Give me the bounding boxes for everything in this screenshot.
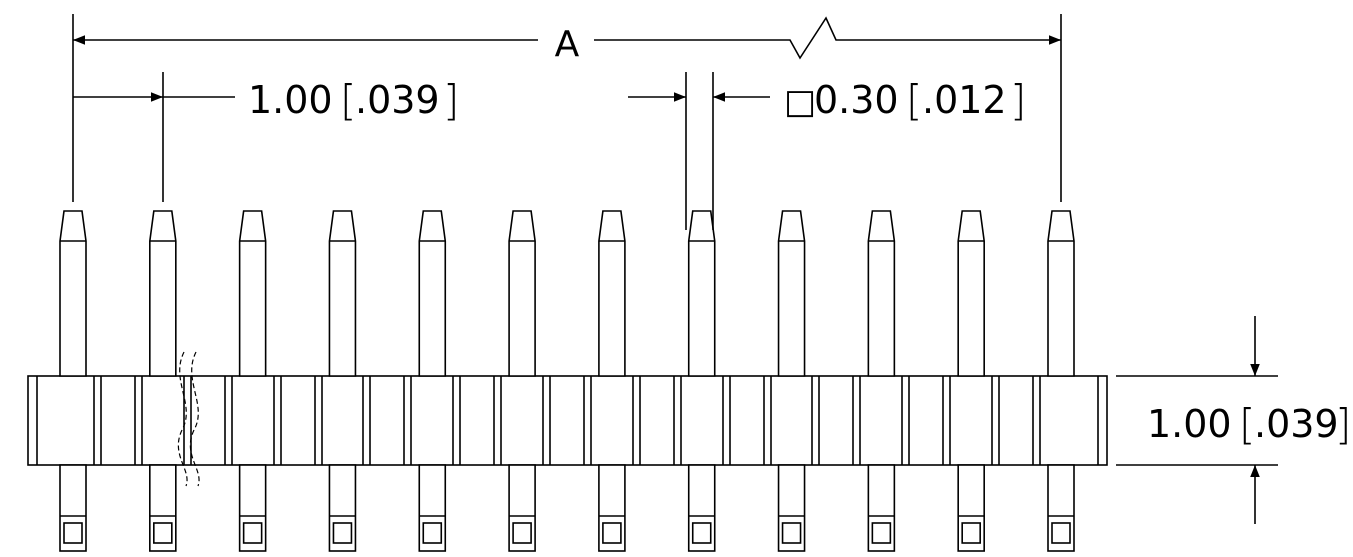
pin-upper (328, 210, 357, 377)
dimension-overall (72, 14, 1062, 202)
dimension-pin-size-label: □ 0.30 [ .012 ] (784, 76, 1026, 125)
pin (867, 210, 896, 552)
pin-end-square (63, 522, 83, 544)
pin-size-value: 0.30 (814, 78, 899, 122)
dimension-pin-size (628, 72, 770, 230)
pin (687, 210, 716, 552)
break-line-left (177, 351, 188, 487)
pin-size-bracket-open: [ (906, 76, 922, 125)
pin (328, 210, 357, 552)
pin-upper (777, 210, 806, 377)
pin-end-square (242, 522, 263, 544)
pin-upper (59, 210, 87, 377)
break-line-right (189, 351, 200, 487)
pitch-alt-value: .039 (355, 78, 440, 122)
pin (777, 210, 806, 552)
body-height-alt-value: .039 (1254, 402, 1339, 446)
dimension-pitch-label: 1.00 [ .039 ] (248, 76, 459, 125)
pin (418, 210, 447, 552)
break-lines (177, 351, 200, 487)
housing-outline (27, 375, 1108, 466)
pin-upper (867, 210, 896, 377)
pin-upper (598, 210, 626, 377)
housing-dividers (36, 376, 1099, 465)
pin-upper (687, 210, 716, 377)
housing (27, 375, 1108, 466)
pin-end-square (871, 522, 892, 544)
pin-upper (1047, 210, 1075, 377)
pitch-value: 1.00 (248, 78, 333, 122)
pin (1047, 210, 1075, 552)
pin-end-square (422, 522, 443, 544)
pin-size-alt-value: .012 (922, 78, 1007, 122)
pin (508, 210, 536, 552)
pin-end-square (332, 522, 353, 544)
pitch-bracket-open: [ (340, 76, 356, 125)
dimension-body-height-label: 1.00 [ .039 ] (1147, 400, 1351, 449)
pin-upper (238, 210, 267, 377)
pin-upper (149, 210, 177, 377)
body-height-bracket-open: [ (1239, 400, 1255, 449)
pin-end-square (512, 522, 532, 544)
pin-end-square (691, 522, 712, 544)
body-height-value: 1.00 (1147, 402, 1232, 446)
square-symbol: □ (784, 82, 816, 122)
pin (238, 210, 267, 552)
dim-line-a-right-break (594, 16, 1061, 60)
pins (59, 210, 1075, 552)
pin (59, 210, 87, 552)
pin-end-square (781, 522, 802, 544)
pin (957, 210, 985, 552)
pin-upper (957, 210, 985, 377)
pin-end-square (1051, 522, 1071, 544)
dimension-a-label: A (555, 24, 580, 65)
pin-size-bracket-close: ] (1010, 76, 1026, 125)
pin-end-square (153, 522, 173, 544)
body-height-bracket-close: ] (1335, 400, 1351, 449)
pin-upper (508, 210, 536, 377)
pin-end-square (961, 522, 981, 544)
pin (149, 210, 177, 552)
pin (598, 210, 626, 552)
pin-upper (418, 210, 447, 377)
dimension-body-height (1116, 316, 1278, 524)
pin-end-square (602, 522, 622, 544)
pitch-bracket-close: ] (443, 76, 459, 125)
dimension-pitch (73, 72, 235, 202)
